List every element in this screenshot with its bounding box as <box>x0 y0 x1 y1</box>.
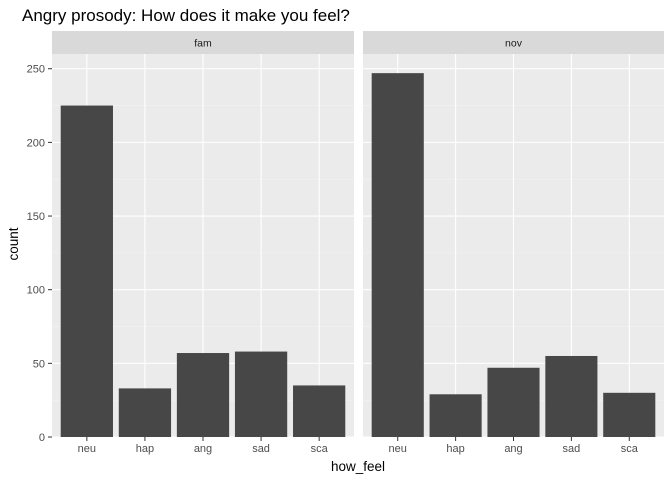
x-tick-label: ang <box>504 443 522 455</box>
x-tick-label: sca <box>621 443 639 455</box>
chart-title: Angry prosody: How does it make you feel… <box>22 6 350 25</box>
y-tick-label: 250 <box>27 64 45 76</box>
x-tick-label: neu <box>78 443 96 455</box>
y-axis-title: count <box>6 227 21 260</box>
bar-nov-sad <box>545 355 598 437</box>
x-tick-label: ang <box>194 443 212 455</box>
y-tick-label: 200 <box>27 137 45 149</box>
y-tick-label: 0 <box>39 432 45 444</box>
x-tick-label: hap <box>446 443 464 455</box>
y-tick-label: 50 <box>33 358 45 370</box>
y-tick-label: 100 <box>27 285 45 297</box>
bar-fam-sad <box>234 351 288 437</box>
facet-panel-fam: fam neu hap ang sad sca <box>52 31 354 455</box>
bar-nov-hap <box>429 394 482 437</box>
facet-panels: fam neu hap ang sad sca nov neu hap ang sad sca <box>52 31 664 455</box>
x-tick-label: sca <box>311 443 329 455</box>
bar-fam-neu <box>60 105 113 438</box>
facet-strip-label: nov <box>505 38 523 50</box>
bar-nov-ang <box>487 367 540 437</box>
facet-strip-label: fam <box>194 38 212 50</box>
y-axis: 0 50 100 150 200 250 <box>27 64 52 444</box>
y-tick-label: 150 <box>27 211 45 223</box>
bar-nov-sca <box>603 392 656 437</box>
x-axis-title: how_feel <box>331 459 385 474</box>
bar-fam-sca <box>293 385 346 437</box>
bar-fam-hap <box>118 388 172 437</box>
x-tick-label: hap <box>136 443 154 455</box>
x-tick-label: neu <box>389 443 407 455</box>
facet-strip <box>52 31 354 54</box>
bar-fam-ang <box>176 353 230 437</box>
bar-nov-neu <box>371 73 424 438</box>
x-tick-label: sad <box>563 443 581 455</box>
x-tick-label: sad <box>252 443 270 455</box>
facet-strip <box>363 31 664 54</box>
facet-panel-nov: nov neu hap ang sad sca <box>363 31 664 455</box>
